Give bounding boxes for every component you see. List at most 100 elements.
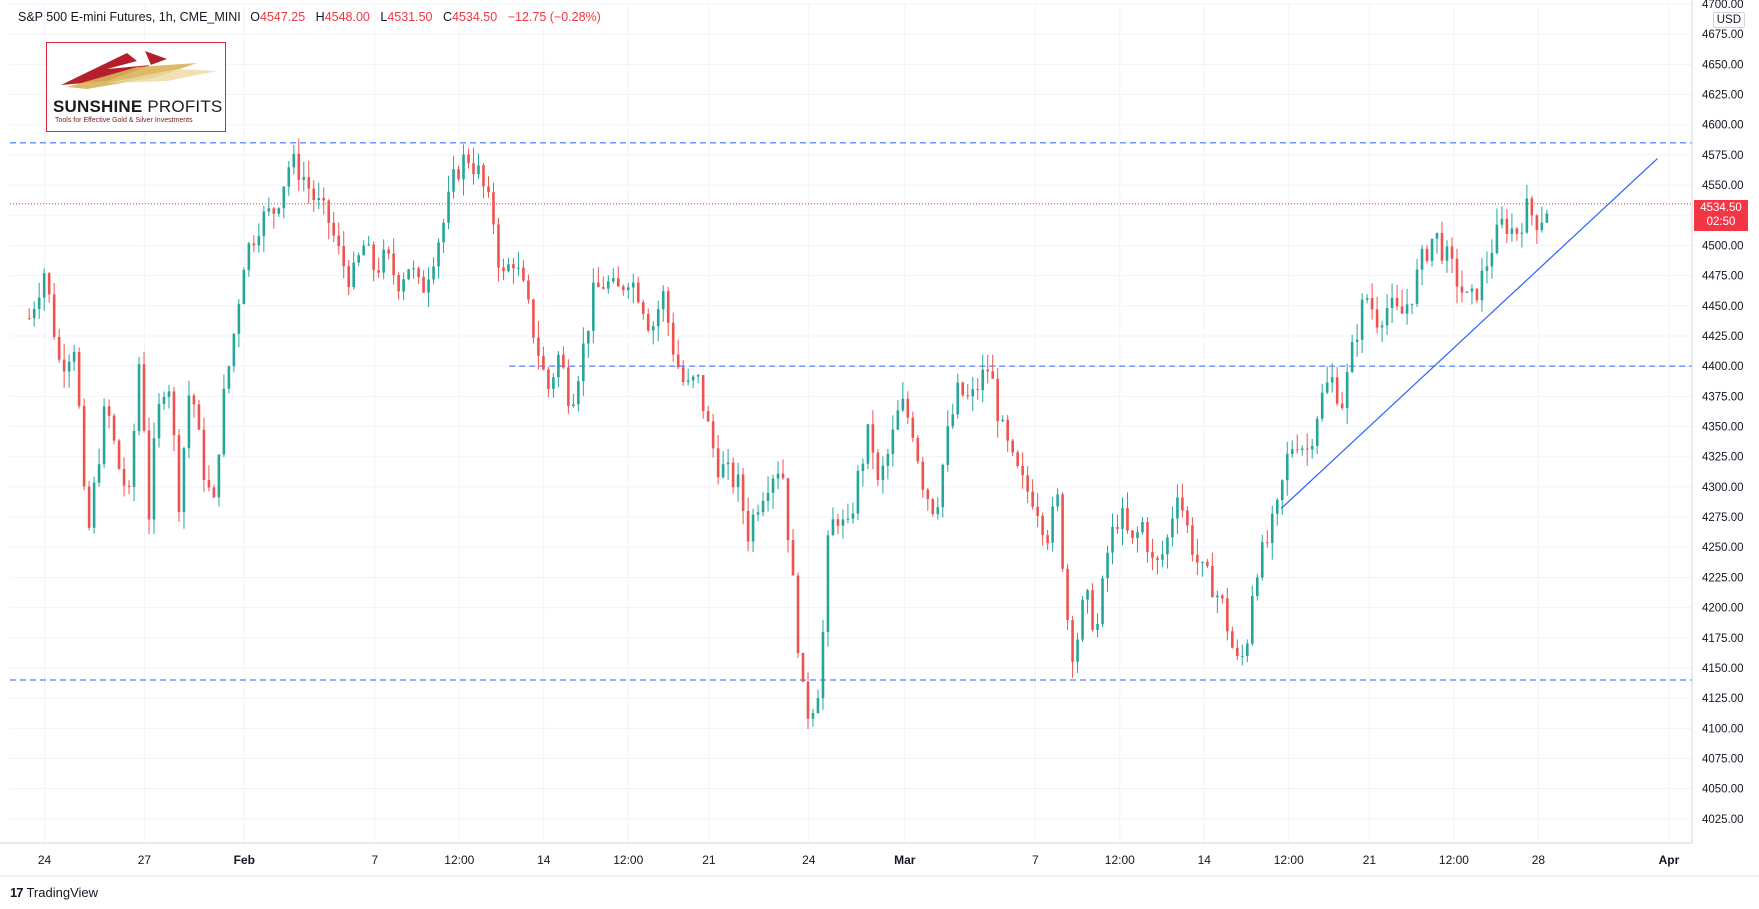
tradingview-logo-icon: 17 (10, 885, 24, 900)
candle-body (437, 242, 440, 267)
candle-body (1101, 578, 1104, 625)
candle-body (1520, 232, 1524, 234)
low-label: L (380, 10, 388, 24)
candle-body (167, 391, 171, 397)
candle-body (57, 336, 61, 360)
x-tick-label: 27 (138, 853, 152, 867)
candle-body (32, 308, 36, 319)
candle-body (207, 479, 211, 488)
candle-body (886, 453, 890, 466)
candle-body (1181, 497, 1184, 511)
bar-countdown: 02:50 (1706, 216, 1736, 228)
candle-body (372, 244, 375, 271)
candle-body (1445, 246, 1449, 261)
change-value: −12.75 (−0.28%) (507, 10, 601, 24)
candle-body (666, 291, 670, 323)
candle-body (916, 437, 920, 462)
candle-body (1211, 566, 1214, 598)
y-tick-label: 4375.00 (1702, 391, 1744, 403)
candle-body (307, 177, 311, 189)
candle-body (1375, 309, 1379, 328)
currency-badge[interactable]: USD (1712, 12, 1745, 28)
y-tick-label: 4125.00 (1702, 693, 1744, 705)
candle-body (1460, 286, 1464, 293)
candle-body (951, 414, 955, 427)
trend-line (1280, 158, 1658, 510)
candle-body (262, 211, 266, 237)
candle-body (846, 518, 850, 520)
y-tick-label: 4575.00 (1702, 150, 1744, 162)
x-tick-label: Feb (234, 853, 255, 867)
candle-body (462, 154, 465, 180)
candle-body (92, 482, 96, 528)
candle-body (552, 377, 555, 389)
candle-body (841, 519, 845, 526)
candle-body (132, 431, 136, 487)
candle-body (1480, 270, 1484, 301)
x-tick-label: 14 (1198, 853, 1212, 867)
candle-body (621, 286, 625, 291)
candle-body (47, 273, 51, 295)
candle-body (1081, 599, 1084, 640)
candle-body (1315, 418, 1319, 447)
candle-body (1116, 526, 1119, 529)
candle-body (1535, 215, 1539, 231)
candle-body (447, 191, 450, 223)
y-tick-label: 4150.00 (1702, 663, 1744, 675)
candle-body (936, 507, 940, 514)
candle-body (1365, 298, 1369, 300)
x-tick-label: 12:00 (613, 853, 643, 867)
candle-body (317, 197, 321, 200)
candle-body (676, 354, 680, 368)
candle-body (766, 492, 770, 501)
candle-body (1280, 480, 1284, 500)
candle-body (1156, 557, 1159, 560)
candle-body (227, 366, 231, 389)
y-tick-label: 4700.00 (1702, 0, 1744, 11)
candle-body (37, 297, 41, 309)
y-tick-label: 4025.00 (1702, 814, 1744, 826)
candle-body (796, 575, 800, 653)
candle-body (82, 405, 86, 487)
candle-body (811, 713, 815, 719)
x-tick-label: 24 (38, 853, 52, 867)
axes: 4025.00 4050.00 4075.00 4100.00 4125.00 4150.… (0, 0, 1759, 877)
candle-body (891, 429, 895, 454)
candle-body (607, 281, 610, 289)
logo-tagline: Tools for Effective Gold & Silver Invest… (55, 117, 193, 124)
candle-body (816, 698, 820, 714)
candle-body (1435, 232, 1439, 239)
candle-body (182, 448, 186, 513)
candle-body (97, 464, 101, 483)
candle-body (302, 177, 306, 180)
last-price-value: 4534.50 (1700, 202, 1742, 214)
candle-body (537, 337, 540, 356)
tradingview-footer[interactable]: 17 TradingView (10, 885, 98, 900)
candle-body (1151, 551, 1154, 558)
candle-body (507, 264, 510, 272)
candle-body (976, 389, 980, 391)
y-tick-label: 4275.00 (1702, 512, 1744, 524)
candle-body (1475, 288, 1479, 301)
candle-body (342, 246, 346, 267)
candle-body (1310, 446, 1314, 450)
candle-body (1285, 453, 1289, 481)
candle-body (691, 376, 695, 381)
x-tick-label: 21 (702, 853, 716, 867)
logo-arrow-icon (61, 51, 217, 89)
candle-body (87, 486, 91, 528)
candle-body (322, 197, 326, 201)
candle-body (1146, 522, 1149, 552)
candle-body (1405, 304, 1409, 314)
candle-body (1515, 228, 1519, 234)
y-tick-label: 4225.00 (1702, 572, 1744, 584)
candle-body (681, 367, 685, 382)
candle-body (1231, 631, 1234, 648)
y-tick-label: 4200.00 (1702, 603, 1744, 615)
candle-body (1360, 299, 1364, 340)
candle-body (382, 249, 385, 273)
candle-body (1196, 554, 1199, 563)
candle-body (1241, 655, 1244, 657)
candle-body (831, 519, 835, 536)
